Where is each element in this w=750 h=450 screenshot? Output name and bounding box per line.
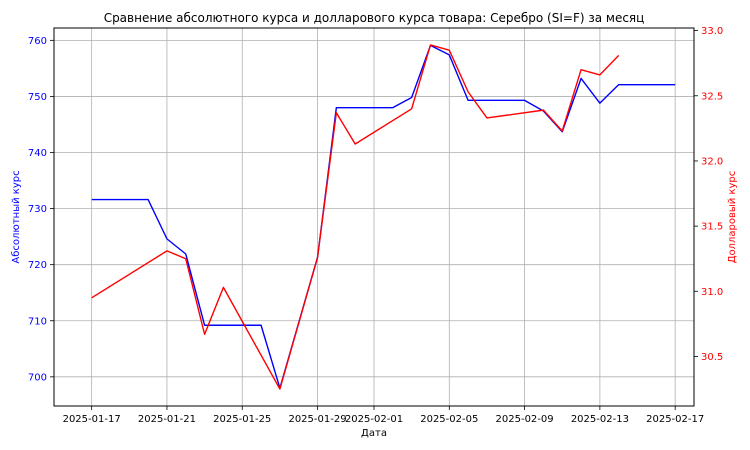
- y-left-tick-label: 700: [28, 372, 47, 383]
- y-right-tick-label: 31.5: [701, 222, 723, 233]
- series-lines: [91, 44, 676, 390]
- y-axis-right-label: Долларовый курс: [727, 171, 738, 264]
- y-left-tick-label: 710: [28, 316, 47, 327]
- y-left-tick-label: 740: [28, 148, 47, 159]
- y-left-tick-label: 760: [28, 36, 47, 47]
- x-tick-label: 2025-01-25: [213, 414, 271, 425]
- y-axis-left: 700 710 720 730 740 750 760: [28, 36, 54, 383]
- x-tick-label: 2025-01-29: [288, 414, 346, 425]
- y-right-tick-label: 32.5: [701, 91, 723, 102]
- x-tick-label: 2025-02-05: [420, 414, 478, 425]
- y-right-tick-label: 30.5: [701, 352, 723, 363]
- x-tick-label: 2025-02-17: [646, 414, 704, 425]
- y-axis-right: 30.5 31.0 31.5 32.0 32.5 33.0: [694, 26, 723, 363]
- x-axis: 2025-01-17 2025-01-21 2025-01-25 2025-01-29…: [63, 406, 704, 425]
- y-right-tick-label: 31.0: [701, 287, 723, 298]
- y-right-tick-label: 33.0: [701, 26, 723, 37]
- x-tick-label: 2025-01-17: [63, 414, 121, 425]
- x-tick-label: 2025-02-09: [496, 414, 554, 425]
- y-right-tick-label: 32.0: [701, 156, 723, 167]
- chart-title: Сравнение абсолютного курса и долларовог…: [104, 11, 645, 25]
- series-line-left: [91, 44, 676, 389]
- x-tick-label: 2025-02-13: [571, 414, 629, 425]
- y-axis-left-label: Абсолютный курс: [11, 170, 22, 263]
- x-axis-label: Дата: [361, 428, 387, 439]
- grid: [54, 28, 694, 406]
- x-tick-label: 2025-01-21: [138, 414, 196, 425]
- y-left-tick-label: 750: [28, 92, 47, 103]
- x-tick-label: 2025-02-01: [345, 414, 403, 425]
- series-line-right: [91, 44, 620, 390]
- y-left-tick-label: 720: [28, 260, 47, 271]
- y-left-tick-label: 730: [28, 204, 47, 215]
